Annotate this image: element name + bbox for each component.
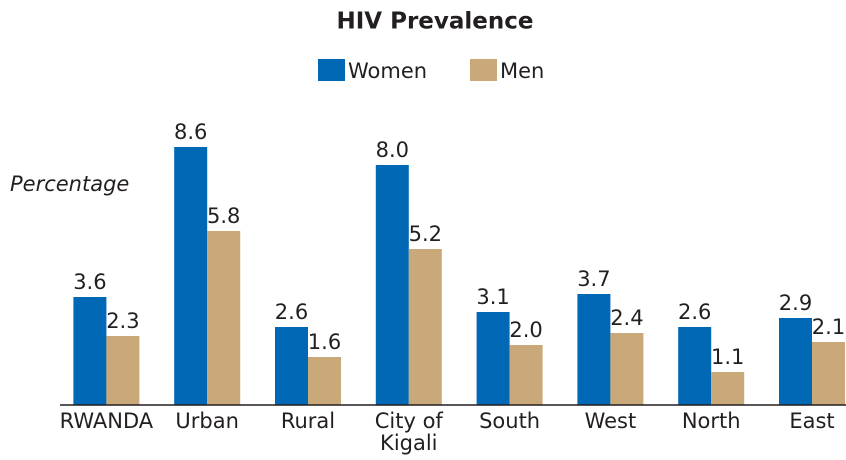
- bar: [779, 318, 812, 405]
- data-label: 2.6: [678, 300, 711, 324]
- x-tick-label: RWANDA: [59, 409, 154, 433]
- data-label: 2.9: [779, 291, 812, 315]
- data-label: 2.0: [509, 318, 542, 342]
- x-tick-label: Urban: [175, 409, 239, 433]
- data-label: 5.2: [409, 222, 442, 246]
- x-tick-label: West: [584, 409, 637, 433]
- bar: [174, 147, 208, 405]
- bar: [275, 327, 308, 405]
- bar: [73, 297, 107, 405]
- bar: [207, 231, 241, 405]
- data-label: 3.6: [73, 270, 106, 294]
- bar: [509, 345, 543, 405]
- bar: [476, 312, 510, 405]
- data-label: 1.1: [711, 345, 744, 369]
- data-label: 3.1: [476, 285, 509, 309]
- data-label: 1.6: [308, 330, 341, 354]
- data-label: 8.0: [376, 138, 409, 162]
- x-tick-label: City of Kigali: [374, 409, 443, 455]
- bar: [408, 249, 442, 405]
- x-tick-label: South: [479, 409, 541, 433]
- legend-swatch: [318, 59, 345, 81]
- data-label: 2.6: [275, 300, 308, 324]
- legend-label: Women: [348, 59, 427, 83]
- legend-swatch: [470, 59, 497, 81]
- data-label: 8.6: [174, 120, 207, 144]
- x-tick-label: Rural: [280, 409, 336, 433]
- bar: [678, 327, 712, 405]
- data-label: 3.7: [577, 267, 610, 291]
- bar: [711, 372, 745, 405]
- legend-label: Men: [500, 59, 544, 83]
- y-axis-label: Percentage: [10, 172, 129, 196]
- bar: [610, 333, 644, 405]
- data-label: 5.8: [207, 204, 240, 228]
- chart-title: HIV Prevalence: [336, 9, 533, 35]
- data-label: 2.3: [106, 309, 139, 333]
- bar: [308, 357, 341, 405]
- data-label: 2.4: [610, 306, 643, 330]
- x-tick-label: East: [789, 409, 835, 433]
- bar: [577, 294, 611, 405]
- bar: [375, 165, 409, 405]
- bar: [106, 336, 140, 405]
- data-label: 2.1: [812, 315, 845, 339]
- bar: [812, 342, 845, 405]
- x-tick-label: North: [681, 409, 741, 433]
